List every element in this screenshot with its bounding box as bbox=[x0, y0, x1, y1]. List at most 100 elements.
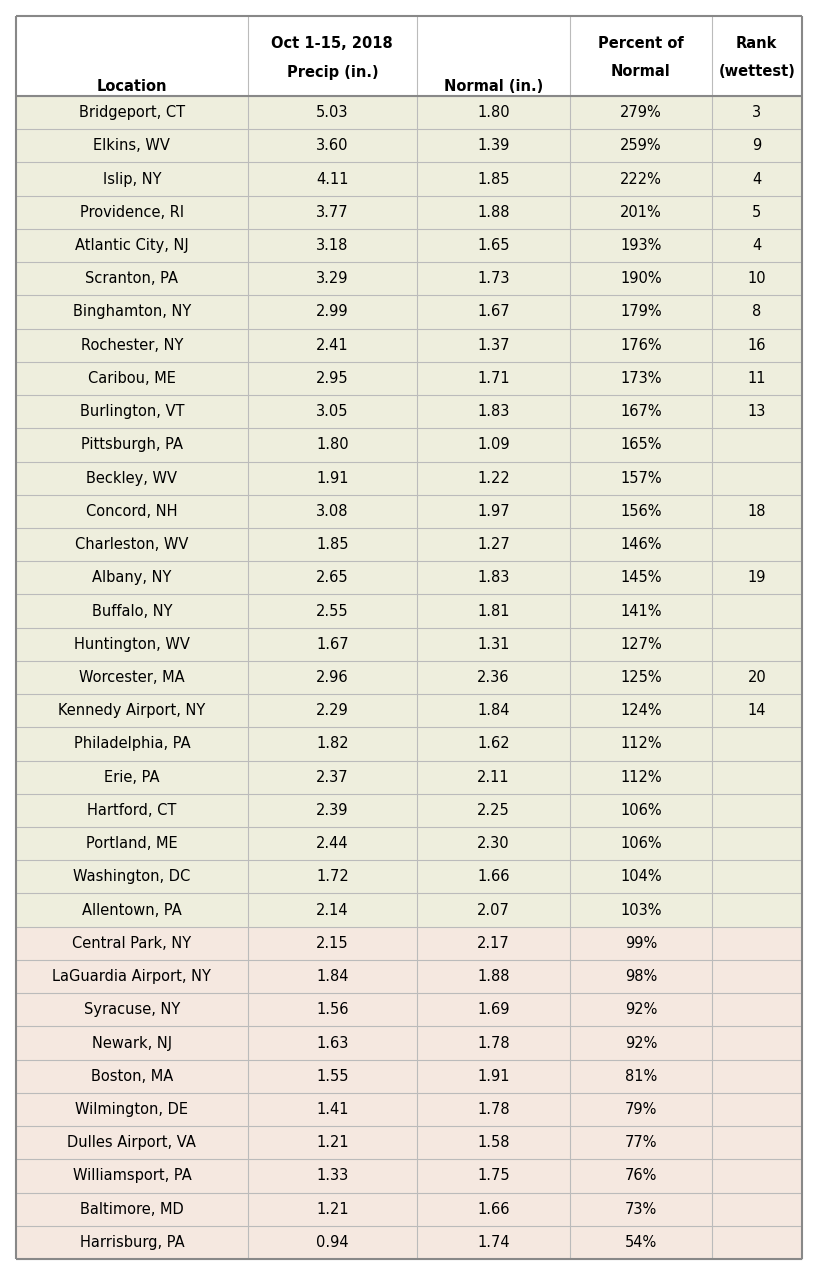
Bar bbox=[712, 794, 802, 827]
Bar bbox=[570, 195, 712, 230]
Bar bbox=[16, 993, 248, 1026]
Text: Elkins, WV: Elkins, WV bbox=[93, 139, 170, 153]
Bar bbox=[570, 594, 712, 627]
Text: 2.25: 2.25 bbox=[477, 803, 510, 819]
Bar bbox=[570, 960, 712, 993]
Text: Location: Location bbox=[97, 79, 167, 94]
Bar bbox=[417, 195, 570, 230]
Bar bbox=[712, 827, 802, 861]
Bar bbox=[417, 129, 570, 162]
Bar bbox=[16, 794, 248, 827]
Text: Huntington, WV: Huntington, WV bbox=[74, 636, 190, 652]
Bar bbox=[16, 594, 248, 627]
Text: 8: 8 bbox=[753, 305, 762, 320]
Bar bbox=[570, 927, 712, 960]
Text: 1.58: 1.58 bbox=[477, 1135, 510, 1150]
Bar bbox=[16, 528, 248, 561]
Text: 54%: 54% bbox=[625, 1235, 657, 1250]
Text: 2.39: 2.39 bbox=[316, 803, 348, 819]
Bar bbox=[417, 528, 570, 561]
Bar bbox=[248, 17, 417, 96]
Bar bbox=[248, 694, 417, 727]
Text: 4.11: 4.11 bbox=[316, 172, 348, 186]
Text: 125%: 125% bbox=[620, 669, 662, 685]
Bar bbox=[16, 195, 248, 230]
Text: Oct 1-15, 2018: Oct 1-15, 2018 bbox=[272, 37, 393, 51]
Bar bbox=[712, 162, 802, 195]
Bar bbox=[570, 660, 712, 694]
Bar bbox=[712, 594, 802, 627]
Bar bbox=[712, 528, 802, 561]
Text: 5.03: 5.03 bbox=[316, 105, 348, 120]
Bar bbox=[16, 1026, 248, 1060]
Bar bbox=[417, 660, 570, 694]
Text: Rank: Rank bbox=[736, 37, 777, 51]
Text: 1.85: 1.85 bbox=[477, 172, 510, 186]
Bar bbox=[712, 296, 802, 329]
Text: 145%: 145% bbox=[620, 570, 662, 585]
Text: 2.95: 2.95 bbox=[316, 371, 348, 386]
Text: 190%: 190% bbox=[620, 272, 662, 287]
Text: 1.56: 1.56 bbox=[316, 1002, 348, 1017]
Bar bbox=[16, 296, 248, 329]
Text: 1.80: 1.80 bbox=[316, 437, 348, 453]
Bar bbox=[16, 927, 248, 960]
Bar bbox=[16, 861, 248, 894]
Bar bbox=[417, 761, 570, 794]
Bar bbox=[570, 362, 712, 395]
Text: 112%: 112% bbox=[620, 770, 662, 784]
Bar bbox=[248, 528, 417, 561]
Text: 2.29: 2.29 bbox=[316, 704, 348, 718]
Text: 1.97: 1.97 bbox=[477, 504, 510, 519]
Text: 3.29: 3.29 bbox=[316, 272, 348, 287]
Text: 1.21: 1.21 bbox=[316, 1135, 348, 1150]
Text: 10: 10 bbox=[748, 272, 766, 287]
Bar bbox=[570, 96, 712, 129]
Text: Concord, NH: Concord, NH bbox=[86, 504, 178, 519]
Bar bbox=[712, 428, 802, 462]
Text: 1.75: 1.75 bbox=[477, 1168, 510, 1183]
Text: 98%: 98% bbox=[625, 969, 657, 984]
Text: 176%: 176% bbox=[620, 338, 662, 353]
Bar bbox=[712, 329, 802, 362]
Bar bbox=[417, 1060, 570, 1093]
Bar bbox=[570, 495, 712, 528]
Bar bbox=[712, 96, 802, 129]
Bar bbox=[248, 395, 417, 428]
Text: 2.14: 2.14 bbox=[316, 903, 348, 918]
Text: Binghamton, NY: Binghamton, NY bbox=[73, 305, 191, 320]
Text: Albany, NY: Albany, NY bbox=[92, 570, 172, 585]
Text: 3.18: 3.18 bbox=[317, 238, 348, 252]
Text: 1.37: 1.37 bbox=[477, 338, 510, 353]
Text: 1.84: 1.84 bbox=[477, 704, 510, 718]
Bar bbox=[570, 993, 712, 1026]
Bar bbox=[248, 960, 417, 993]
Text: 76%: 76% bbox=[625, 1168, 657, 1183]
Bar bbox=[570, 894, 712, 927]
Bar bbox=[417, 694, 570, 727]
Text: 146%: 146% bbox=[620, 537, 662, 552]
Bar bbox=[570, 395, 712, 428]
Bar bbox=[417, 230, 570, 263]
Bar bbox=[712, 694, 802, 727]
Bar bbox=[248, 761, 417, 794]
Text: 3.05: 3.05 bbox=[316, 404, 348, 419]
Text: 259%: 259% bbox=[620, 139, 662, 153]
Text: 1.41: 1.41 bbox=[316, 1102, 348, 1117]
Bar bbox=[248, 1192, 417, 1225]
Bar bbox=[570, 230, 712, 263]
Bar bbox=[417, 1126, 570, 1159]
Text: 13: 13 bbox=[748, 404, 766, 419]
Bar bbox=[570, 428, 712, 462]
Bar bbox=[417, 594, 570, 627]
Text: Harrisburg, PA: Harrisburg, PA bbox=[79, 1235, 184, 1250]
Bar bbox=[248, 230, 417, 263]
Text: 201%: 201% bbox=[620, 205, 662, 219]
Text: 1.71: 1.71 bbox=[477, 371, 510, 386]
Text: Providence, RI: Providence, RI bbox=[80, 205, 184, 219]
Bar bbox=[417, 1093, 570, 1126]
Text: Precip (in.): Precip (in.) bbox=[286, 65, 378, 79]
Text: Williamsport, PA: Williamsport, PA bbox=[73, 1168, 191, 1183]
Text: Portland, ME: Portland, ME bbox=[86, 836, 178, 852]
Bar bbox=[16, 428, 248, 462]
